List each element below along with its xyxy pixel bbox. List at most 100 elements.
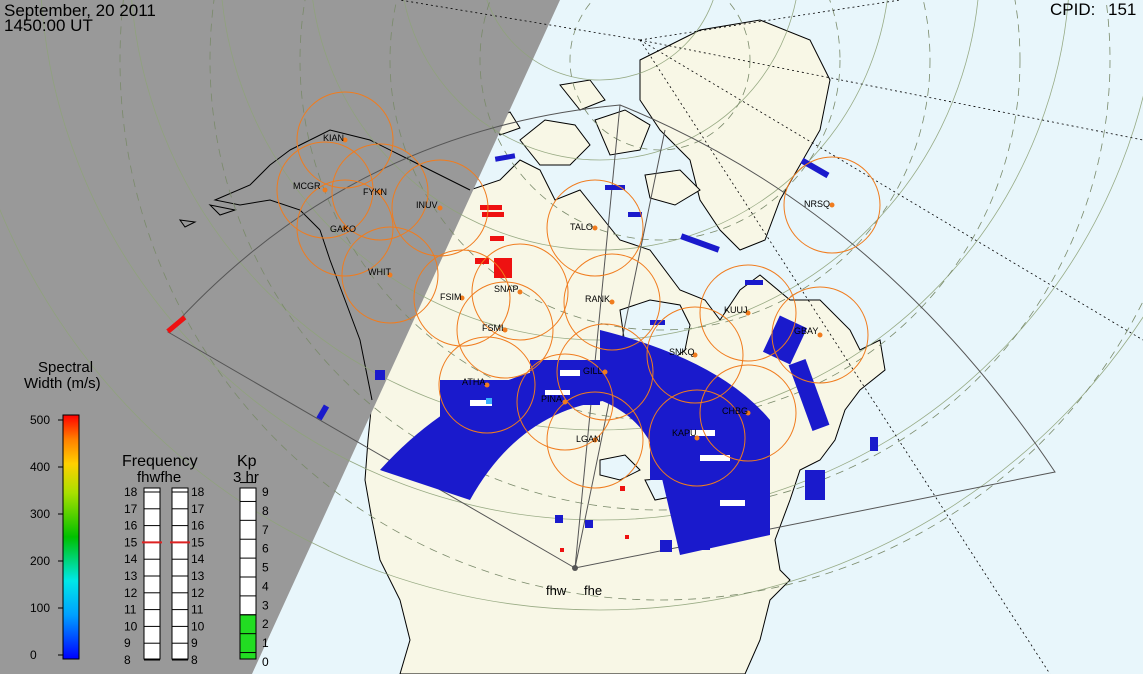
svg-text:TALO: TALO <box>570 222 593 232</box>
fhw-tick-label: 13 <box>124 569 138 583</box>
cpid-label: CPID: <box>1050 0 1096 19</box>
station-inuv: INUV <box>416 200 443 211</box>
spectral-tick-label: 400 <box>30 460 50 474</box>
fhe-tick-label: 13 <box>191 569 205 583</box>
station-rank: RANK <box>585 294 615 305</box>
spectral-title-2: Width (m/s) <box>24 375 101 392</box>
time-label: 1450:00 UT <box>4 16 93 35</box>
kp-tick-label: 1 <box>262 636 269 650</box>
svg-text:GILL: GILL <box>583 366 603 376</box>
fhe-tick-label: 10 <box>191 619 205 633</box>
fhw-tick-label: 15 <box>124 535 138 549</box>
frequency-legend: Frequency fhwfhe 18 18 17 17 16 16 15 15 14 14 13 1… <box>122 453 205 667</box>
station-nrsq: NRSQ <box>804 199 835 209</box>
spectral-tick-label: 500 <box>30 413 50 427</box>
kp-tick-label: 2 <box>262 617 269 631</box>
fhe-tick-label: 9 <box>191 636 198 650</box>
radar-site: fhw fhe <box>546 565 602 598</box>
station-talo: TALO <box>570 222 598 232</box>
svg-text:GBAY: GBAY <box>794 326 818 336</box>
spectral-tick-label: 100 <box>30 601 50 615</box>
svg-text:PINA: PINA <box>541 394 562 404</box>
radar-fhw-label: fhw <box>546 583 567 598</box>
svg-text:FSMI: FSMI <box>482 323 504 333</box>
station-gako: GAKO <box>330 224 356 234</box>
svg-text:WHIT: WHIT <box>368 267 391 277</box>
night-region <box>0 0 560 674</box>
spectral-tick-label: 200 <box>30 554 50 568</box>
station-fykn: FYKN <box>363 187 387 197</box>
fhe-tick-label: 15 <box>191 535 205 549</box>
date-label: September, 20 2011 <box>4 1 156 20</box>
station-kuuj: KUUJ <box>724 305 751 316</box>
fhw-tick-label: 18 <box>124 485 138 499</box>
svg-text:KAPU: KAPU <box>672 428 697 438</box>
station-chbg: CHBG <box>722 406 751 416</box>
fhw-tick-label: 17 <box>124 502 138 516</box>
station-gill: GILL <box>583 366 608 376</box>
kp-tick-label: 4 <box>262 579 269 593</box>
kp-title: Kp <box>237 453 257 470</box>
cpid-value: 151 <box>1108 0 1137 19</box>
station-fsim: FSIM <box>440 292 465 302</box>
spectral-tick-label: 300 <box>30 507 50 521</box>
station-snkq: SNKQ <box>669 347 698 358</box>
station-snap: SNAP <box>494 284 523 295</box>
fhe-tick-label: 14 <box>191 552 205 566</box>
station-fsmi: FSMI <box>482 323 508 333</box>
kp-legend: Kp 3 hr 9 8 7 6 5 4 3 2 1 0 <box>233 453 269 669</box>
kp-tick-label: 8 <box>262 504 269 518</box>
station-lgan: LGAN <box>576 434 601 444</box>
svg-text:MCGR: MCGR <box>293 181 321 191</box>
kp-tick-label: 5 <box>262 561 269 575</box>
svg-text:SNKQ: SNKQ <box>669 347 695 357</box>
fhe-tick-label: 17 <box>191 502 205 516</box>
fhw-tick-label: 14 <box>124 552 138 566</box>
fhw-tick-label: 16 <box>124 519 138 533</box>
svg-text:RANK: RANK <box>585 294 610 304</box>
station-kian: KIAN <box>323 133 348 143</box>
svg-text:GAKO: GAKO <box>330 224 356 234</box>
stations: KIAN MCGR FYKN INUV GAKO WHIT TALO NRSQ … <box>293 133 835 444</box>
station-kapu: KAPU <box>672 428 700 441</box>
station-pina: PINA <box>541 394 568 405</box>
radar-fhe-label: fhe <box>584 583 602 598</box>
fhe-tick-label: 18 <box>191 485 205 499</box>
fhw-tick-label: 10 <box>124 619 138 633</box>
spectral-legend: Spectral Width (m/s) 500 400 300 200 100 0 <box>24 359 101 662</box>
svg-text:FSIM: FSIM <box>440 292 462 302</box>
svg-text:ATHA: ATHA <box>462 377 485 387</box>
kp-tick-label: 7 <box>262 523 269 537</box>
kp-tick-label: 0 <box>262 655 269 669</box>
fhe-tick-label: 11 <box>191 603 204 617</box>
frequency-title: Frequency <box>122 453 198 470</box>
station-atha: ATHA <box>462 377 490 388</box>
fhw-tick-label: 12 <box>124 586 138 600</box>
kp-tick-label: 9 <box>262 485 269 499</box>
fhe-tick-label: 16 <box>191 519 205 533</box>
svg-text:CHBG: CHBG <box>722 406 748 416</box>
scatter-gaps <box>470 370 745 506</box>
fhe-tick-label: 8 <box>191 653 198 667</box>
backscatter-mid <box>486 398 492 404</box>
frequency-subtitle: fhwfhe <box>137 469 181 486</box>
night-coastlines <box>178 129 471 401</box>
svg-text:KIAN: KIAN <box>323 133 344 143</box>
kp-tick-label: 6 <box>262 542 269 556</box>
spectral-tick-label: 0 <box>30 648 37 662</box>
fhw-tick-label: 9 <box>124 636 131 650</box>
station-gbay: GBAY <box>794 326 823 338</box>
station-whit: WHIT <box>368 267 393 278</box>
svg-text:SNAP: SNAP <box>494 284 519 294</box>
fhw-tick-label: 11 <box>124 603 137 617</box>
fhe-tick-label: 12 <box>191 586 205 600</box>
station-mcgr: MCGR <box>293 181 328 193</box>
kp-subtitle: 3 hr <box>233 469 259 486</box>
station-rings <box>276 91 881 489</box>
svg-text:KUUJ: KUUJ <box>724 305 748 315</box>
svg-text:INUV: INUV <box>416 200 438 210</box>
fhw-tick-label: 8 <box>124 653 131 667</box>
svg-text:LGAN: LGAN <box>576 434 601 444</box>
